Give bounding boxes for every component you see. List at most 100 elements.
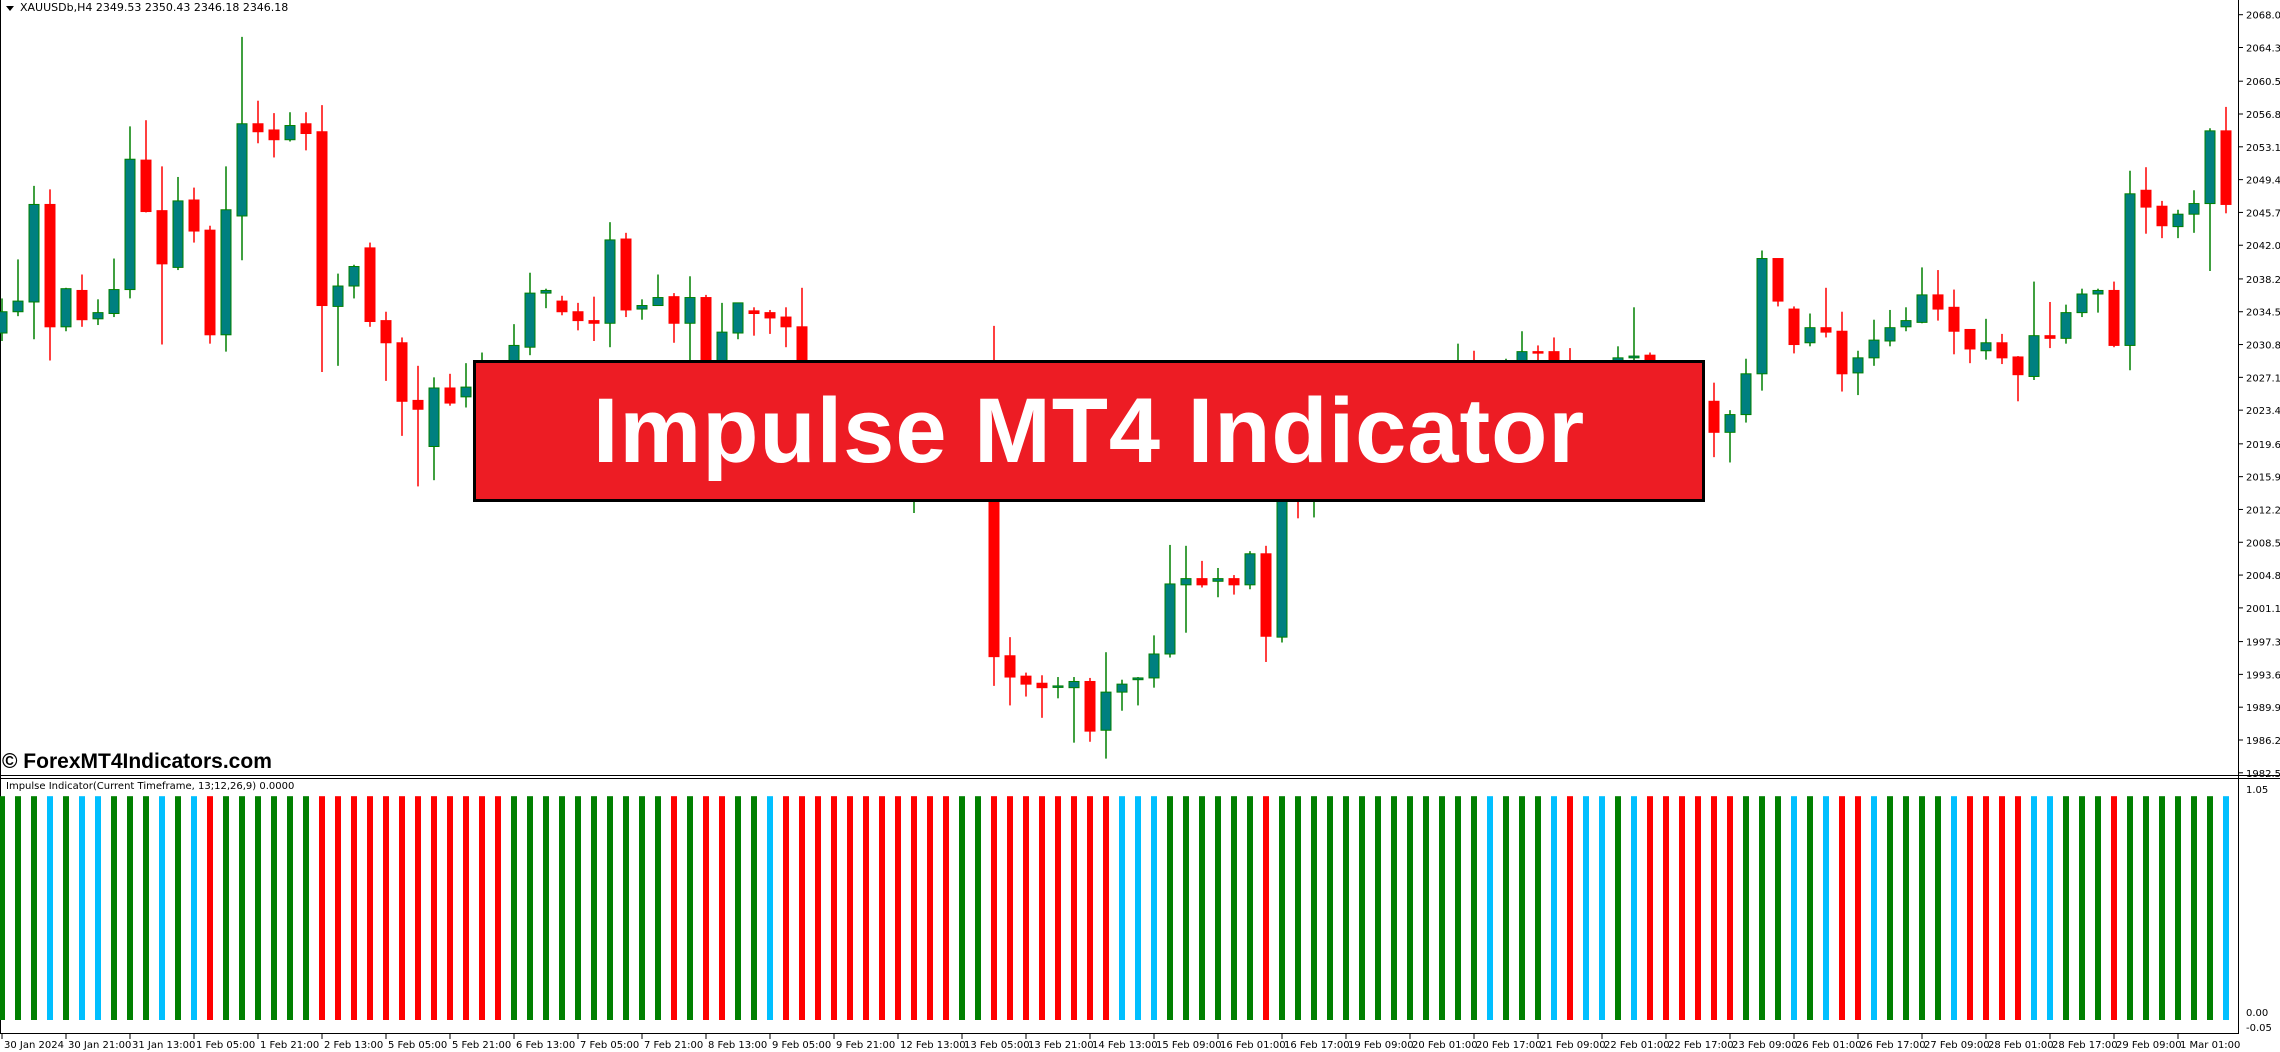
- impulse-bar: [1439, 796, 1445, 1020]
- impulse-bar: [927, 796, 933, 1020]
- impulse-bar: [1647, 796, 1653, 1020]
- impulse-bar: [527, 796, 533, 1020]
- price-tick-label: 1982.50: [2246, 769, 2280, 780]
- candle: [620, 232, 632, 318]
- impulse-bar: [1535, 796, 1541, 1020]
- candle-body: [236, 123, 248, 217]
- candle-body: [1132, 677, 1144, 681]
- candle-body: [28, 203, 40, 303]
- candle-body: [1180, 578, 1192, 586]
- impulse-bar: [959, 796, 965, 1020]
- candle-body: [460, 386, 472, 398]
- candle: [1852, 350, 1864, 396]
- candle-body: [0, 311, 8, 334]
- candle-body: [748, 310, 760, 315]
- candle: [524, 272, 536, 356]
- candle-body: [1628, 355, 1640, 359]
- candle: [300, 112, 312, 151]
- candle: [284, 112, 296, 142]
- candle-body: [1004, 655, 1016, 678]
- candle: [236, 36, 248, 261]
- candle: [1260, 545, 1272, 662]
- candle-body: [428, 387, 440, 448]
- candle-body: [300, 123, 312, 135]
- candle: [428, 377, 440, 481]
- impulse-bar: [2223, 796, 2229, 1020]
- symbol-info: XAUUSDb,H4 2349.53 2350.43 2346.18 2346.…: [20, 1, 289, 14]
- time-tick-label: 14 Feb 13:00: [1092, 1040, 1158, 1051]
- impulse-bar: [2095, 796, 2101, 1020]
- impulse-bar: [463, 796, 469, 1020]
- candle: [2140, 167, 2152, 234]
- impulse-bar: [591, 796, 597, 1020]
- time-tick-label: 21 Feb 09:00: [1540, 1040, 1606, 1051]
- dropdown-triangle-icon[interactable]: [6, 5, 14, 11]
- time-tick-label: 26 Feb 01:00: [1796, 1040, 1862, 1051]
- impulse-bar: [1663, 796, 1669, 1020]
- candle: [1100, 652, 1112, 759]
- price-tick-label: 2034.50: [2246, 308, 2280, 319]
- impulse-bar: [1007, 796, 1013, 1020]
- candle-body: [684, 297, 696, 324]
- candle: [1004, 637, 1016, 706]
- candle-body: [412, 399, 424, 410]
- impulse-bar: [319, 796, 325, 1020]
- candle-body: [140, 159, 152, 213]
- impulse-bar: [1519, 796, 1525, 1020]
- impulse-bar: [1231, 796, 1237, 1020]
- candle-body: [1772, 258, 1784, 302]
- impulse-bar: [367, 796, 373, 1020]
- candle: [2156, 200, 2168, 239]
- candle: [2204, 128, 2216, 271]
- candle-body: [700, 297, 712, 366]
- impulse-bar: [1791, 796, 1797, 1020]
- candle: [220, 166, 232, 352]
- price-tick-label: 1997.30: [2246, 638, 2280, 649]
- candle: [604, 222, 616, 348]
- price-tick-label: 2064.30: [2246, 44, 2280, 55]
- candle: [668, 293, 680, 343]
- impulse-bar: [1199, 796, 1205, 1020]
- candle: [1804, 313, 1816, 347]
- candle: [2172, 209, 2184, 239]
- candle: [572, 302, 584, 331]
- impulse-bar: [1407, 796, 1413, 1020]
- impulse-bar: [255, 796, 261, 1020]
- candle: [556, 295, 568, 316]
- impulse-bar: [575, 796, 581, 1020]
- candle: [588, 296, 600, 341]
- candle-body: [652, 297, 664, 307]
- time-tick-label: 1 Mar 01:00: [2180, 1040, 2240, 1051]
- candle: [28, 185, 40, 340]
- time-tick-label: 7 Feb 05:00: [580, 1040, 639, 1051]
- impulse-bar: [111, 796, 117, 1020]
- candle: [636, 299, 648, 320]
- candle: [1036, 675, 1048, 718]
- candle-body: [780, 316, 792, 328]
- impulse-bar: [671, 796, 677, 1020]
- candle-body: [284, 125, 296, 141]
- impulse-bar: [1311, 796, 1317, 1020]
- candle-body: [1932, 294, 1944, 310]
- candle-body: [332, 285, 344, 307]
- impulse-bar: [479, 796, 485, 1020]
- price-tick-label: 2053.10: [2246, 143, 2280, 154]
- time-tick-label: 20 Feb 17:00: [1476, 1040, 1542, 1051]
- candle: [1068, 677, 1080, 743]
- time-tick-label: 7 Feb 21:00: [644, 1040, 703, 1051]
- candle: [1212, 567, 1224, 598]
- impulse-bar: [2191, 796, 2197, 1020]
- candle-body: [1964, 328, 1976, 350]
- banner-title: Impulse MT4 Indicator: [592, 379, 1586, 482]
- candle-body: [1948, 306, 1960, 332]
- impulse-bar: [735, 796, 741, 1020]
- candle: [188, 187, 200, 243]
- candle: [2220, 106, 2232, 214]
- impulse-bar: [767, 796, 773, 1020]
- time-tick-label: 1 Feb 05:00: [196, 1040, 255, 1051]
- impulse-bar: [287, 796, 293, 1020]
- time-tick-label: 19 Feb 09:00: [1348, 1040, 1414, 1051]
- impulse-bar: [1551, 796, 1557, 1020]
- candle-body: [252, 123, 264, 133]
